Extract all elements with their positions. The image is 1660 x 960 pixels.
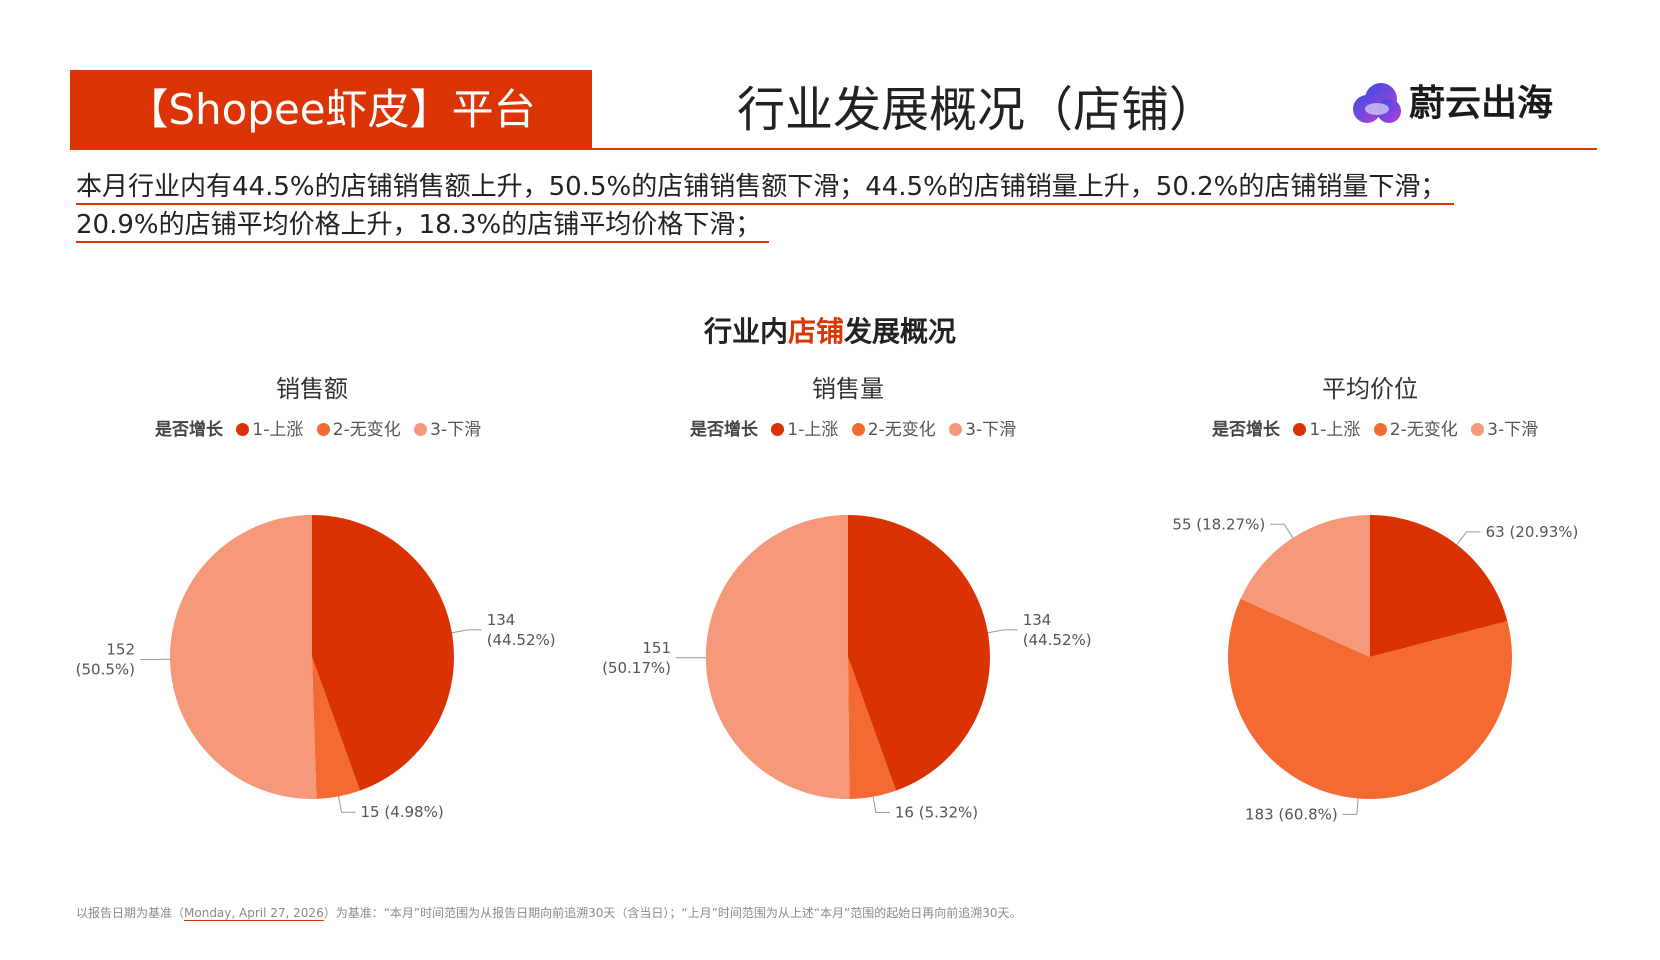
data-label: 15 (4.98%) — [361, 803, 444, 821]
legend-dot-icon — [236, 423, 250, 436]
legend-label: 3-下滑 — [430, 420, 482, 440]
legend-avg-price: 是否增长 1-上涨 2-无变化 3-下滑 — [1212, 418, 1546, 442]
pie-slice-up[interactable] — [312, 515, 455, 791]
data-label: 152 — [106, 641, 135, 659]
label-leader-line — [1342, 798, 1359, 815]
legend-label: 1-上涨 — [1309, 420, 1361, 440]
legend-dot-icon — [771, 423, 785, 436]
label-leader-line — [1456, 531, 1481, 545]
legend-item-flat[interactable]: 2-无变化 — [316, 420, 401, 440]
chart-title-sales: 销售额 — [276, 375, 348, 403]
legend-label: 2-无变化 — [867, 420, 936, 440]
legend-label: 1-上涨 — [787, 420, 839, 440]
section-title-suffix: 发展概况 — [844, 315, 957, 348]
legend-item-down[interactable]: 3-下滑 — [949, 420, 1016, 440]
data-label: (44.52%) — [487, 631, 556, 649]
legend-dot-icon — [1471, 423, 1485, 436]
legend-item-up[interactable]: 1-上涨 — [236, 420, 303, 440]
pie-slice-up[interactable] — [1370, 515, 1508, 657]
pie-slice-flat[interactable] — [848, 657, 896, 799]
pie-slice-up[interactable] — [848, 515, 991, 791]
report-date: Monday, April 27, 2026 — [184, 906, 324, 921]
section-title: 行业内店铺发展概况 — [0, 312, 1660, 352]
summary-line-2: 20.9%的店铺平均价格上升，18.3%的店铺平均价格下滑； — [76, 206, 1496, 244]
chart-title-avg-price: 平均价位 — [1322, 375, 1418, 403]
data-label: (50.5%) — [76, 661, 135, 679]
legend-label: 2-无变化 — [332, 420, 401, 440]
data-label: (44.52%) — [1023, 631, 1092, 649]
footnote-prefix: 以报告日期为基准（ — [76, 906, 185, 920]
data-label: 134 — [1023, 611, 1052, 629]
legend-volume: 是否增长 1-上涨 2-无变化 3-下滑 — [690, 418, 1024, 442]
pie-slice-down[interactable] — [1240, 515, 1371, 657]
legend-item-up[interactable]: 1-上涨 — [771, 420, 838, 440]
legend-label: 1-上涨 — [252, 420, 304, 440]
legend-label: 2-无变化 — [1389, 420, 1458, 440]
platform-title: 【Shopee虾皮】平台 — [126, 85, 536, 134]
pie-slice-flat[interactable] — [1227, 598, 1512, 800]
pie-slice-down[interactable] — [705, 514, 850, 799]
section-title-prefix: 行业内 — [703, 315, 788, 348]
legend-dot-icon — [414, 423, 428, 436]
legend-dot-icon — [949, 423, 963, 436]
logo-text: 蔚云出海 — [1409, 83, 1554, 124]
data-label: (50.17%) — [602, 659, 671, 677]
legend-dot-icon — [1373, 423, 1387, 436]
platform-banner: 【Shopee虾皮】平台 — [70, 70, 592, 150]
legend-title: 是否增长 — [155, 420, 223, 440]
pie-slice-down[interactable] — [169, 515, 317, 800]
legend-item-flat[interactable]: 2-无变化 — [1373, 420, 1458, 440]
summary-line-2-text: 20.9%的店铺平均价格上升，18.3%的店铺平均价格下滑； — [76, 210, 762, 240]
legend-label: 3-下滑 — [965, 420, 1017, 440]
legend-dot-icon — [851, 423, 865, 436]
data-label: 63 (20.93%) — [1486, 523, 1579, 541]
footnote: 以报告日期为基准（Monday, April 27, 2026）为基准：“本月”… — [76, 904, 1022, 922]
summary-underline-1 — [76, 203, 1454, 205]
summary-line-1: 本月行业内有44.5%的店铺销售额上升，50.5%的店铺销售额下滑；44.5%的… — [76, 168, 1496, 206]
data-label: 16 (5.32%) — [895, 804, 978, 822]
header-divider — [592, 148, 1597, 150]
data-label: 151 — [642, 639, 671, 657]
legend-item-flat[interactable]: 2-无变化 — [851, 420, 936, 440]
summary-text: 本月行业内有44.5%的店铺销售额上升，50.5%的店铺销售额下滑；44.5%的… — [76, 168, 1496, 244]
brand-logo: 蔚云出海 — [1347, 75, 1597, 133]
data-label: 183 (60.8%) — [1245, 805, 1338, 823]
chart-title-volume: 销售量 — [812, 375, 884, 403]
legend-item-down[interactable]: 3-下滑 — [414, 420, 481, 440]
legend-title: 是否增长 — [1212, 420, 1280, 440]
page-title: 行业发展概况（店铺） — [736, 82, 1217, 138]
legend-item-down[interactable]: 3-下滑 — [1471, 420, 1538, 440]
cloud-logo-icon — [1353, 83, 1401, 123]
label-leader-line — [451, 629, 482, 634]
legend-label: 3-下滑 — [1487, 420, 1539, 440]
label-leader-line — [987, 629, 1018, 634]
data-label: 134 — [487, 611, 516, 629]
legend-dot-icon — [1293, 423, 1307, 436]
legend-dot-icon — [316, 423, 330, 436]
label-leader-line — [338, 796, 356, 813]
summary-line-1-text: 本月行业内有44.5%的店铺销售额上升，50.5%的店铺销售额下滑；44.5%的… — [76, 172, 1447, 202]
summary-underline-2 — [76, 241, 769, 243]
legend-item-up[interactable]: 1-上涨 — [1293, 420, 1360, 440]
label-leader-line — [872, 796, 890, 813]
legend-title: 是否增长 — [690, 420, 758, 440]
data-label: 55 (18.27%) — [1172, 515, 1265, 533]
section-title-highlight: 店铺 — [787, 315, 844, 348]
footnote-suffix: ）为基准：“本月”时间范围为从报告日期向前追溯30天（含当日）；“上月”时间范围… — [323, 906, 1022, 920]
pie-slice-flat[interactable] — [312, 657, 360, 799]
legend-sales: 是否增长 1-上涨 2-无变化 3-下滑 — [155, 418, 489, 442]
label-leader-line — [1270, 523, 1294, 539]
